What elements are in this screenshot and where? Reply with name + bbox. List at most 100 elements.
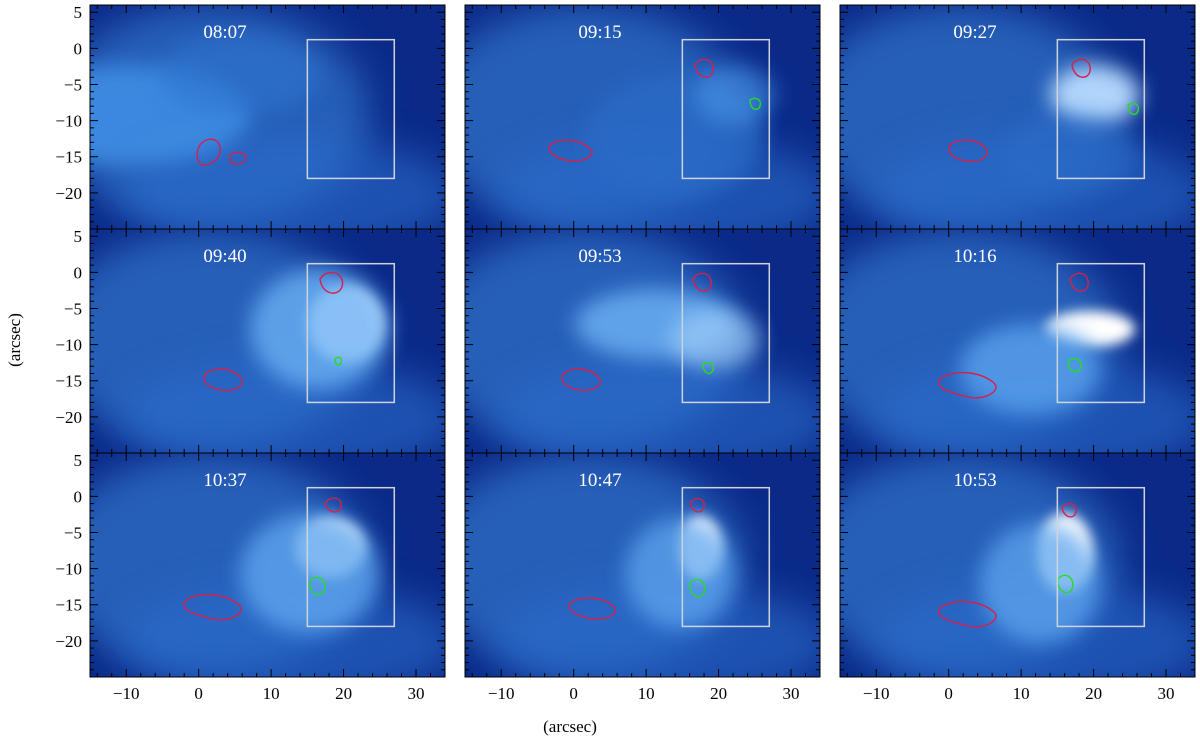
y-tick-label: −15 <box>55 148 82 167</box>
y-tick-label: 0 <box>74 263 83 282</box>
x-tick-label: 0 <box>944 684 953 703</box>
y-tick-label: −20 <box>55 408 82 427</box>
x-tick-label: 20 <box>335 684 352 703</box>
panel-frame <box>464 452 821 678</box>
y-tick-label: −5 <box>64 75 82 94</box>
region-box <box>1056 262 1146 404</box>
y-tick-label: −10 <box>55 112 82 131</box>
red-contour <box>203 368 244 392</box>
red-contour <box>1071 58 1091 78</box>
diffuse-emission <box>120 359 445 453</box>
red-contour <box>689 497 705 513</box>
red-contour <box>183 594 242 621</box>
green-contour <box>334 356 343 366</box>
red-contour <box>548 139 593 163</box>
brightening-region <box>670 309 760 369</box>
region-box <box>306 486 396 628</box>
region-box <box>681 486 771 628</box>
region-box <box>1056 486 1146 628</box>
image-panel: 10:53 <box>839 452 1196 678</box>
x-tick-label: 10 <box>638 684 655 703</box>
panel-time-label: 10:53 <box>953 470 996 491</box>
panel-time-label: 10:47 <box>578 470 621 491</box>
brightening-region <box>625 518 735 628</box>
green-contour <box>1057 574 1074 594</box>
panel-time-label: 09:40 <box>203 246 246 267</box>
green-contour <box>689 578 706 598</box>
region-box <box>306 38 396 180</box>
image-panel: 10:47 <box>464 452 821 678</box>
y-tick-label: −5 <box>64 299 82 318</box>
panel-time-label: 09:27 <box>953 22 996 43</box>
red-contour <box>1069 272 1089 292</box>
panel-time-label: 09:15 <box>578 22 621 43</box>
brightening-region <box>695 65 775 125</box>
region-box <box>1056 38 1146 180</box>
red-contour <box>568 597 616 621</box>
x-tick-label: 10 <box>1013 684 1030 703</box>
image-panel: 10:37 <box>89 452 446 678</box>
green-contour <box>749 97 762 111</box>
brightening-region <box>160 35 320 115</box>
green-contour <box>702 361 715 375</box>
image-panel: 09:40 <box>89 228 446 454</box>
green-contour <box>1067 357 1082 373</box>
red-contour <box>938 372 997 399</box>
y-tick-label: 0 <box>74 487 83 506</box>
red-contour <box>948 139 989 163</box>
red-contour <box>319 271 344 294</box>
x-tick-label: −10 <box>863 684 890 703</box>
red-contour <box>561 368 602 392</box>
y-tick-label: −10 <box>55 560 82 579</box>
panel-time-label: 09:53 <box>578 246 621 267</box>
green-contour <box>309 576 326 596</box>
y-tick-label: −15 <box>55 372 82 391</box>
panel-time-label: 08:07 <box>203 22 246 43</box>
region-box <box>681 38 771 180</box>
x-tick-label: 30 <box>783 684 800 703</box>
diffuse-emission <box>495 583 820 677</box>
image-panel: 09:27 <box>839 4 1196 230</box>
image-panel: 09:15 <box>464 4 821 230</box>
region-box <box>681 262 771 404</box>
panel-frame <box>89 452 446 678</box>
x-tick-label: −10 <box>113 684 140 703</box>
x-tick-label: 20 <box>710 684 727 703</box>
x-tick-label: 30 <box>408 684 425 703</box>
y-tick-label: 5 <box>74 227 83 246</box>
y-tick-label: 5 <box>74 3 83 22</box>
diffuse-emission <box>120 135 445 229</box>
x-axis-label: (arcsec) <box>543 717 597 736</box>
region-box <box>306 262 396 404</box>
brightening-region <box>1050 65 1140 125</box>
brightening-region <box>1000 115 1140 195</box>
brightening-region <box>240 513 380 633</box>
x-tick-label: 10 <box>263 684 280 703</box>
y-tick-label: −20 <box>55 184 82 203</box>
panel-frame <box>839 452 1196 678</box>
red-contour <box>196 138 221 166</box>
y-tick-label: 0 <box>74 39 83 58</box>
image-panel: 09:53 <box>464 228 821 454</box>
red-contour <box>1061 502 1077 518</box>
panel-time-label: 10:16 <box>953 246 996 267</box>
y-tick-label: −5 <box>64 523 82 542</box>
diffuse-emission <box>495 359 820 453</box>
brightening-region <box>960 324 1100 414</box>
x-tick-label: 0 <box>569 684 578 703</box>
brightening-region <box>980 523 1100 643</box>
y-tick-label: 5 <box>74 451 83 470</box>
x-tick-label: 0 <box>194 684 203 703</box>
red-contour <box>694 58 714 78</box>
red-contour <box>324 497 342 513</box>
red-contour <box>938 601 997 628</box>
x-tick-label: −10 <box>488 684 515 703</box>
x-tick-label: 30 <box>1158 684 1175 703</box>
y-axis-label: (arcsec) <box>5 313 24 367</box>
x-tick-label: 20 <box>1085 684 1102 703</box>
green-contour <box>1127 102 1140 116</box>
image-panel: 08:07 <box>89 4 446 230</box>
red-contour <box>692 272 712 292</box>
brightening-region <box>250 269 390 389</box>
